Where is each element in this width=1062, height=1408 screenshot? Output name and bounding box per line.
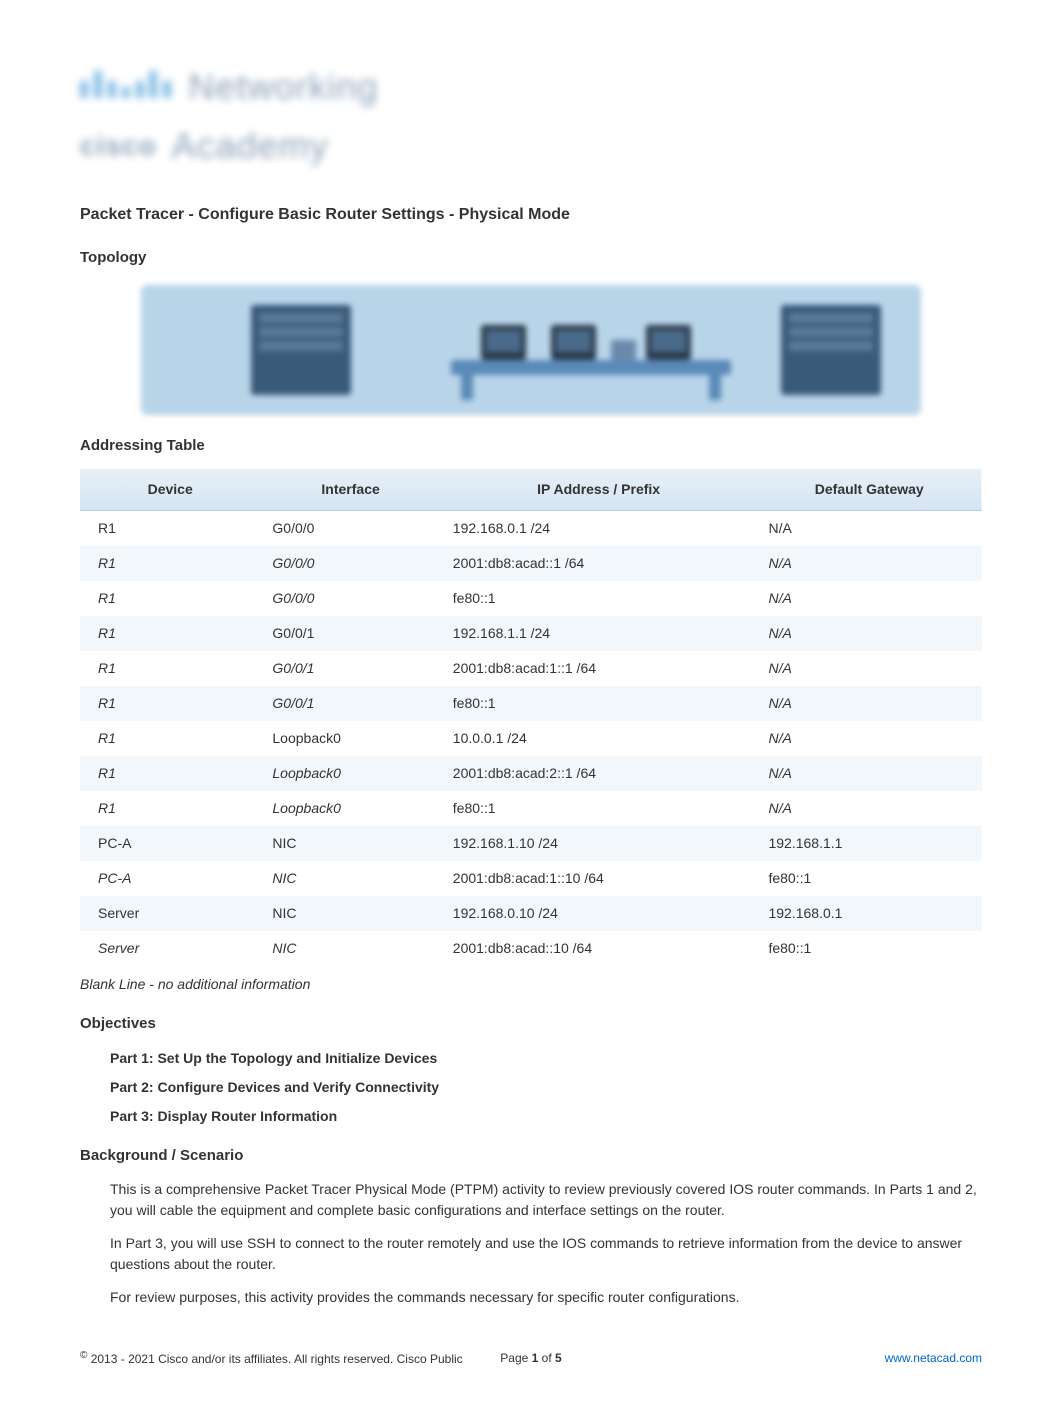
cell-ip: 192.168.1.10 /24 [441, 826, 757, 861]
table-row: ServerNIC192.168.0.10 /24192.168.0.1 [80, 896, 982, 931]
topology-diagram [80, 285, 982, 415]
objectives-list: Part 1: Set Up the Topology and Initiali… [80, 1048, 982, 1127]
table-row: R1G0/0/0fe80::1N/A [80, 581, 982, 616]
cell-ip: 192.168.1.1 /24 [441, 616, 757, 651]
cell-ip: 2001:db8:acad::1 /64 [441, 546, 757, 581]
footer-copyright: © 2013 - 2021 Cisco and/or its affiliate… [80, 1348, 500, 1368]
objective-item: Part 3: Display Router Information [110, 1106, 982, 1127]
cell-device: PC-A [80, 826, 260, 861]
table-row: R1G0/0/12001:db8:acad:1::1 /64N/A [80, 651, 982, 686]
cell-device: R1 [80, 546, 260, 581]
cell-interface: NIC [260, 861, 440, 896]
table-row: R1Loopback02001:db8:acad:2::1 /64N/A [80, 756, 982, 791]
col-ip: IP Address / Prefix [441, 469, 757, 511]
cell-gateway: N/A [756, 791, 982, 826]
objective-item: Part 2: Configure Devices and Verify Con… [110, 1077, 982, 1098]
cell-device: R1 [80, 651, 260, 686]
cell-device: R1 [80, 791, 260, 826]
table-row: R1G0/0/1fe80::1N/A [80, 686, 982, 721]
col-interface: Interface [260, 469, 440, 511]
cell-gateway: 192.168.1.1 [756, 826, 982, 861]
objective-item: Part 1: Set Up the Topology and Initiali… [110, 1048, 982, 1069]
cell-device: R1 [80, 756, 260, 791]
cell-gateway: N/A [756, 511, 982, 547]
cell-gateway: N/A [756, 581, 982, 616]
cell-interface: G0/0/0 [260, 546, 440, 581]
table-header-row: Device Interface IP Address / Prefix Def… [80, 469, 982, 511]
table-row: PC-ANIC192.168.1.10 /24192.168.1.1 [80, 826, 982, 861]
page-footer: © 2013 - 2021 Cisco and/or its affiliate… [80, 1348, 982, 1368]
cell-ip: fe80::1 [441, 686, 757, 721]
cisco-wordmark: cisco [80, 125, 157, 167]
cell-device: R1 [80, 511, 260, 547]
cell-ip: 2001:db8:acad::10 /64 [441, 931, 757, 966]
cell-ip: 2001:db8:acad:1::10 /64 [441, 861, 757, 896]
netacad-link[interactable]: www.netacad.com [885, 1351, 982, 1365]
cell-ip: 10.0.0.1 /24 [441, 721, 757, 756]
scenario-paragraph: This is a comprehensive Packet Tracer Ph… [110, 1179, 982, 1221]
cell-gateway: 192.168.0.1 [756, 896, 982, 931]
table-row: R1Loopback0fe80::1N/A [80, 791, 982, 826]
cell-ip: 2001:db8:acad:1::1 /64 [441, 651, 757, 686]
footer-link-container: www.netacad.com [562, 1349, 982, 1367]
cell-interface: G0/0/1 [260, 686, 440, 721]
section-objectives-heading: Objectives [80, 1013, 982, 1036]
cell-gateway: N/A [756, 721, 982, 756]
table-row: R1G0/0/1192.168.1.1 /24N/A [80, 616, 982, 651]
cell-interface: G0/0/1 [260, 616, 440, 651]
cell-device: R1 [80, 581, 260, 616]
cell-interface: G0/0/1 [260, 651, 440, 686]
cell-interface: Loopback0 [260, 756, 440, 791]
section-background-heading: Background / Scenario [80, 1145, 982, 1168]
addressing-table: Device Interface IP Address / Prefix Def… [80, 469, 982, 966]
col-device: Device [80, 469, 260, 511]
cell-interface: Loopback0 [260, 791, 440, 826]
cell-device: R1 [80, 721, 260, 756]
cell-gateway: N/A [756, 686, 982, 721]
section-topology-heading: Topology [80, 247, 982, 270]
cell-device: Server [80, 931, 260, 966]
cell-gateway: N/A [756, 756, 982, 791]
footer-page-number: Page 1 of 5 [500, 1349, 561, 1367]
cell-ip: 192.168.0.1 /24 [441, 511, 757, 547]
logo-text-top: Networking [188, 60, 378, 114]
col-gateway: Default Gateway [756, 469, 982, 511]
cell-device: PC-A [80, 861, 260, 896]
cell-ip: 2001:db8:acad:2::1 /64 [441, 756, 757, 791]
cell-device: Server [80, 896, 260, 931]
cell-interface: NIC [260, 931, 440, 966]
scenario-paragraph: In Part 3, you will use SSH to connect t… [110, 1233, 982, 1275]
cell-device: R1 [80, 686, 260, 721]
cell-interface: G0/0/0 [260, 581, 440, 616]
table-row: R1G0/0/02001:db8:acad::1 /64N/A [80, 546, 982, 581]
cell-interface: Loopback0 [260, 721, 440, 756]
cell-ip: fe80::1 [441, 581, 757, 616]
cell-ip: 192.168.0.10 /24 [441, 896, 757, 931]
cisco-logo-area: Networking cisco Academy [80, 60, 982, 173]
cell-ip: fe80::1 [441, 791, 757, 826]
section-addressing-heading: Addressing Table [80, 435, 982, 458]
logo-text-bottom: Academy [172, 119, 329, 173]
cell-gateway: N/A [756, 546, 982, 581]
cisco-logo-bars [80, 70, 173, 104]
cell-interface: NIC [260, 826, 440, 861]
table-row: R1G0/0/0192.168.0.1 /24N/A [80, 511, 982, 547]
scenario-text: This is a comprehensive Packet Tracer Ph… [80, 1179, 982, 1308]
cell-device: R1 [80, 616, 260, 651]
table-row: R1Loopback010.0.0.1 /24N/A [80, 721, 982, 756]
cell-interface: NIC [260, 896, 440, 931]
cell-interface: G0/0/0 [260, 511, 440, 547]
table-row: ServerNIC2001:db8:acad::10 /64fe80::1 [80, 931, 982, 966]
cell-gateway: fe80::1 [756, 931, 982, 966]
page-title: Packet Tracer - Configure Basic Router S… [80, 203, 982, 227]
table-note: Blank Line - no additional information [80, 974, 982, 995]
cell-gateway: N/A [756, 616, 982, 651]
cell-gateway: fe80::1 [756, 861, 982, 896]
table-row: PC-ANIC2001:db8:acad:1::10 /64fe80::1 [80, 861, 982, 896]
cell-gateway: N/A [756, 651, 982, 686]
scenario-paragraph: For review purposes, this activity provi… [110, 1287, 982, 1308]
